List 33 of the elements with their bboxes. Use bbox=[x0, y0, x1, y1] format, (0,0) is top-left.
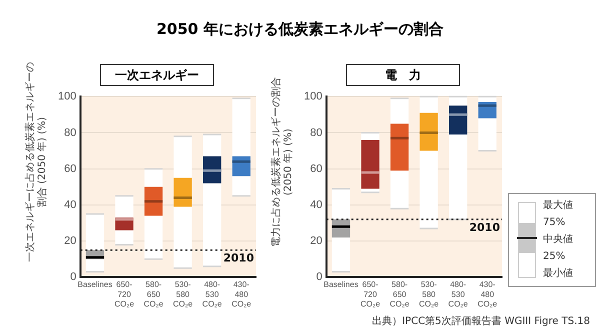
y-tick-label: 100 bbox=[304, 90, 322, 103]
y-tick-label: 20 bbox=[64, 235, 76, 248]
x-tick-label: 430-480 CO₂e bbox=[478, 280, 498, 308]
box-plot-key: 最大値 75% 中央値 25% 最小値 bbox=[508, 193, 596, 287]
y-tick-label: 20 bbox=[310, 235, 322, 248]
source-note: 出典）IPCC第5次評価報告書 WGIII Figre TS.18 bbox=[372, 314, 590, 328]
annotation: 2010 bbox=[469, 220, 500, 234]
y-tick-label: 80 bbox=[64, 126, 76, 139]
chart-title: 電 力 bbox=[346, 64, 460, 86]
x-tick-label: 430-480 CO₂e bbox=[232, 280, 252, 308]
y-tick-label: 40 bbox=[64, 198, 76, 211]
y-tick-label: 60 bbox=[64, 162, 76, 175]
y-tick-label: 0 bbox=[316, 271, 322, 284]
x-tick-label: 480-530 CO₂e bbox=[202, 280, 222, 308]
x-tick-label: Baselines bbox=[78, 280, 112, 290]
x-tick-label: Baselines bbox=[324, 280, 358, 290]
y-axis-title: 電力に占める低炭素エネルギーの割合 (2050 年) (%) bbox=[271, 76, 295, 249]
x-tick-label: 530-580 CO₂e bbox=[173, 280, 194, 308]
x-tick-label: 580-650 CO₂e bbox=[144, 280, 164, 308]
y-tick-label: 100 bbox=[58, 90, 76, 103]
y-tick-label: 0 bbox=[70, 271, 76, 284]
x-tick-label: 530-580 CO₂e bbox=[419, 280, 440, 308]
chart-title: 一次エネルギー bbox=[100, 64, 214, 86]
x-tick-label: 650-720 CO₂e bbox=[360, 280, 381, 308]
x-tick-label: 480-530 CO₂e bbox=[448, 280, 468, 308]
x-tick-label: 650-720 CO₂e bbox=[114, 280, 135, 308]
text: 2050 年における低炭素エネルギーの割合 bbox=[156, 20, 444, 39]
y-tick-label: 60 bbox=[310, 162, 322, 175]
y-tick-label: 40 bbox=[310, 198, 322, 211]
x-tick-label: 580-650 CO₂e bbox=[390, 280, 410, 308]
annotation: 2010 bbox=[223, 251, 254, 264]
y-tick-label: 80 bbox=[310, 126, 322, 139]
y-axis-title: 一次エネルギーに占める低炭素エネルギーの割合 (2050 年) (%) bbox=[25, 62, 49, 262]
